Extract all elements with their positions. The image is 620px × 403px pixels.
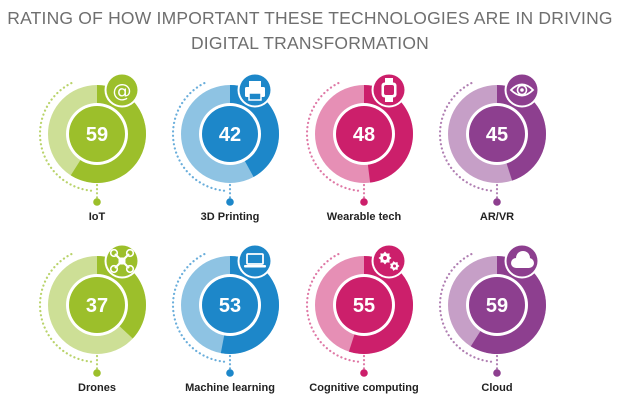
drone-icon xyxy=(104,243,140,279)
value-label: 53 xyxy=(219,295,241,317)
legend-dot xyxy=(93,369,101,377)
donut-drones: 37 Drones xyxy=(38,243,146,394)
donut-center xyxy=(69,106,125,162)
dotted-arc xyxy=(38,80,93,192)
value-label: 48 xyxy=(353,124,375,146)
category-label: Wearable tech xyxy=(327,211,402,223)
category-label: Cognitive computing xyxy=(309,382,418,394)
legend-dot xyxy=(93,198,101,206)
category-label: AR/VR xyxy=(480,211,514,223)
legend-dot xyxy=(226,369,234,377)
donut-ar-vr: 45 AR/VR xyxy=(438,72,546,223)
dotted-arc xyxy=(438,80,493,192)
dotted-arc xyxy=(305,80,360,192)
donut-center xyxy=(469,277,525,333)
donut-machine-learning: 53 Machine learning xyxy=(171,243,280,394)
donut-center xyxy=(69,277,125,333)
value-label: 55 xyxy=(353,295,375,317)
legend-dot xyxy=(360,369,368,377)
dotted-arc xyxy=(38,251,93,363)
smartwatch-icon xyxy=(371,72,407,108)
category-label: Machine learning xyxy=(185,382,275,394)
chart-title-line-2: DIGITAL TRANSFORMATION xyxy=(190,33,430,53)
category-label: Cloud xyxy=(481,382,512,394)
category-label: 3D Printing xyxy=(201,211,260,223)
svg-text:@: @ xyxy=(113,80,132,102)
value-label: 42 xyxy=(219,124,241,146)
value-label: 45 xyxy=(486,124,508,146)
laptop-icon xyxy=(237,243,273,279)
donut-center xyxy=(202,277,258,333)
donut-center xyxy=(469,106,525,162)
category-label: Drones xyxy=(78,382,116,394)
donut-cloud: 59 Cloud xyxy=(438,243,546,394)
legend-dot xyxy=(360,198,368,206)
donut-wearable-tech: 48 Wearable tech xyxy=(305,72,413,223)
printer-icon xyxy=(237,72,273,108)
dotted-arc xyxy=(438,251,493,363)
value-label: 59 xyxy=(486,295,508,317)
value-label: 59 xyxy=(86,124,108,146)
legend-dot xyxy=(226,198,234,206)
category-label: IoT xyxy=(89,211,106,223)
legend-dot xyxy=(493,369,501,377)
donut-center xyxy=(336,106,392,162)
donut-center xyxy=(202,106,258,162)
gears-icon xyxy=(371,243,407,279)
at-sign-icon: @ xyxy=(104,72,140,108)
donut-cognitive-computing: 55 Cognitive computing xyxy=(305,243,419,394)
donut-iot: 59@ IoT xyxy=(38,72,146,223)
dotted-arc xyxy=(305,251,360,363)
legend-dot xyxy=(493,198,501,206)
dotted-arc xyxy=(171,80,226,192)
dotted-arc xyxy=(171,251,226,363)
eye-icon xyxy=(504,72,540,108)
chart-title-line-1: RATING OF HOW IMPORTANT THESE TECHNOLOGI… xyxy=(7,8,613,28)
cloud-icon xyxy=(504,243,540,279)
donut-3d-printing: 42 3D Printing xyxy=(171,72,280,223)
value-label: 37 xyxy=(86,295,108,317)
donut-center xyxy=(336,277,392,333)
